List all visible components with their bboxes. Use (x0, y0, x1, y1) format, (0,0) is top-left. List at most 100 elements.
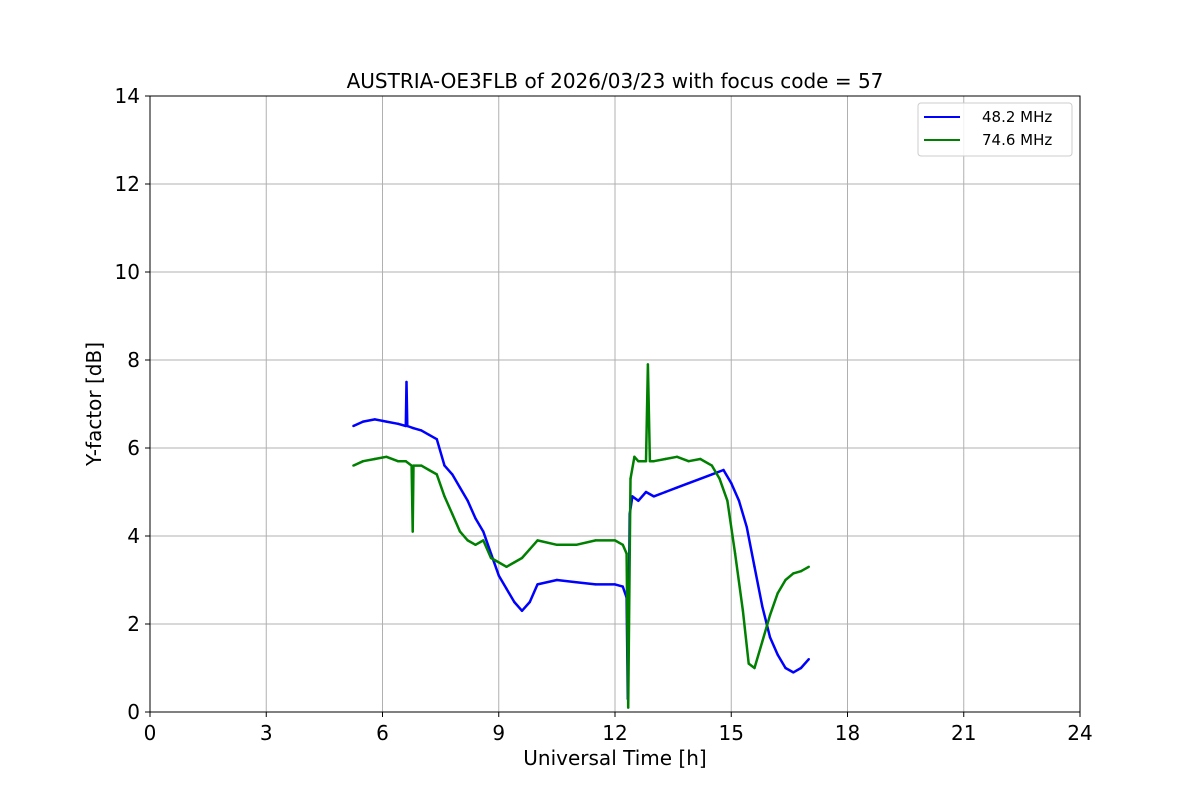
data-point-48-2-mhz (776, 653, 779, 656)
data-point-48-2-mhz (458, 486, 462, 489)
data-point-74-6-mhz (621, 543, 624, 546)
data-point-48-2-mhz (536, 583, 539, 586)
data-point-74-6-mhz (404, 460, 407, 463)
data-point-48-2-mhz (768, 636, 772, 639)
data-point-74-6-mhz (410, 464, 413, 467)
data-point-74-6-mhz (435, 473, 438, 476)
y-tick-label: 12 (115, 172, 140, 196)
x-tick-label: 18 (835, 721, 860, 745)
data-point-48-2-mhz (699, 477, 702, 480)
data-point-74-6-mhz (718, 477, 721, 480)
data-point-74-6-mhz (373, 457, 376, 461)
data-point-48-2-mhz (710, 473, 714, 476)
x-tick-label: 21 (951, 721, 976, 745)
data-point-74-6-mhz (652, 460, 655, 463)
data-point-74-6-mhz (799, 570, 803, 573)
data-point-74-6-mhz (761, 640, 764, 643)
x-tick-label: 0 (144, 721, 157, 745)
data-point-74-6-mhz (753, 666, 756, 670)
chart-title: AUSTRIA-OE3FLB of 2026/03/23 with focus … (347, 69, 884, 93)
data-point-74-6-mhz (528, 548, 531, 551)
data-point-48-2-mhz (405, 380, 408, 384)
data-point-74-6-mhz (385, 455, 388, 458)
data-point-74-6-mhz (412, 464, 415, 467)
data-point-74-6-mhz (710, 464, 714, 467)
data-point-48-2-mhz (520, 609, 524, 612)
data-point-48-2-mhz (412, 427, 415, 430)
data-point-48-2-mhz (687, 482, 690, 485)
data-point-48-2-mhz (637, 499, 640, 502)
data-point-48-2-mhz (406, 424, 409, 428)
data-point-48-2-mhz (753, 565, 756, 568)
data-point-48-2-mhz (737, 499, 741, 502)
data-point-48-2-mhz (482, 530, 485, 533)
data-point-48-2-mhz (451, 473, 454, 476)
data-point-48-2-mhz (575, 581, 578, 584)
data-point-74-6-mhz (627, 706, 630, 709)
data-point-48-2-mhz (799, 666, 803, 670)
data-point-48-2-mhz (594, 583, 597, 586)
data-point-48-2-mhz (528, 600, 531, 604)
data-point-74-6-mhz (427, 468, 431, 472)
data-point-74-6-mhz (466, 539, 469, 542)
x-tick-label: 3 (260, 721, 273, 745)
data-point-48-2-mhz (373, 418, 376, 421)
y-tick-label: 2 (127, 612, 140, 636)
x-tick-label: 9 (492, 721, 505, 745)
data-point-48-2-mhz (466, 499, 469, 502)
data-point-74-6-mhz (451, 512, 454, 516)
data-point-74-6-mhz (594, 539, 597, 542)
data-point-74-6-mhz (420, 464, 423, 467)
data-point-74-6-mhz (687, 460, 690, 463)
data-point-74-6-mhz (792, 572, 795, 575)
data-point-74-6-mhz (726, 499, 729, 502)
data-point-74-6-mhz (784, 578, 787, 582)
data-point-48-2-mhz (352, 424, 355, 428)
data-point-74-6-mhz (474, 543, 477, 546)
data-point-48-2-mhz (505, 587, 508, 590)
data-point-48-2-mhz (474, 517, 477, 520)
legend: 48.2 MHz 74.6 MHz (917, 102, 1073, 157)
y-tick-label: 14 (115, 84, 140, 108)
legend-label-48-2-mhz: 48.2 MHz (982, 108, 1052, 126)
data-point-74-6-mhz (443, 495, 446, 498)
data-point-48-2-mhz (396, 422, 400, 425)
data-point-74-6-mhz (699, 457, 702, 461)
data-point-74-6-mhz (458, 530, 462, 533)
data-point-48-2-mhz (420, 429, 423, 432)
y-tick-label: 6 (127, 436, 140, 460)
grid (149, 95, 1081, 713)
data-point-48-2-mhz (385, 420, 388, 423)
data-point-48-2-mhz (513, 600, 516, 604)
data-point-74-6-mhz (489, 556, 493, 560)
data-point-74-6-mhz (396, 460, 400, 463)
data-point-74-6-mhz (741, 609, 745, 612)
data-point-48-2-mhz (761, 605, 764, 608)
y-tick-label: 0 (127, 700, 140, 724)
series-line-48-2-mhz (352, 380, 810, 701)
data-point-48-2-mhz (722, 468, 725, 472)
y-tick-label: 4 (127, 524, 140, 548)
data-point-74-6-mhz (411, 530, 414, 533)
data-point-74-6-mhz (536, 539, 539, 542)
data-point-74-6-mhz (513, 561, 516, 564)
data-point-74-6-mhz (520, 556, 524, 560)
data-point-74-6-mhz (807, 565, 810, 568)
data-point-74-6-mhz (497, 561, 500, 564)
y-axis-label: Y-factor [dB] (82, 342, 106, 467)
data-point-48-2-mhz (613, 583, 617, 586)
data-point-74-6-mhz (613, 539, 617, 542)
data-point-74-6-mhz (352, 464, 355, 467)
data-point-74-6-mhz (747, 662, 750, 665)
data-point-74-6-mhz (648, 460, 652, 463)
data-point-74-6-mhz (664, 457, 667, 461)
data-point-48-2-mhz (807, 658, 810, 661)
data-point-48-2-mhz (792, 671, 795, 674)
data-point-74-6-mhz (633, 455, 636, 458)
data-point-74-6-mhz (575, 543, 578, 546)
legend-label-74-6-mhz: 74.6 MHz (982, 131, 1052, 149)
data-point-74-6-mhz (768, 614, 772, 617)
